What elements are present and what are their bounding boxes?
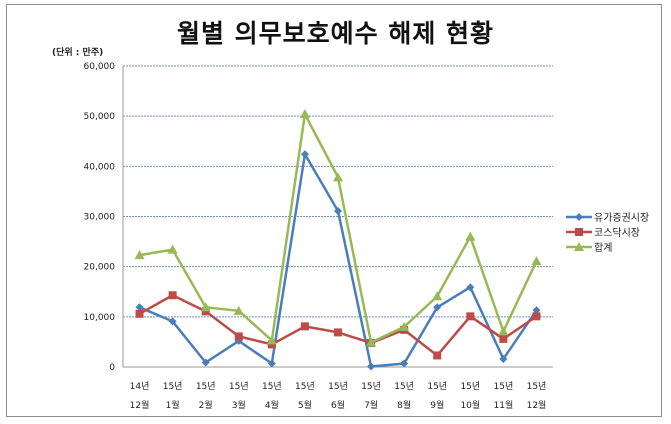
chart-title: 월별 의무보호예수 해제 현황 (176, 19, 495, 48)
diamond-marker-icon (300, 150, 309, 159)
x-tick-label: 15년 (196, 381, 216, 392)
triangle-marker-icon (266, 335, 277, 345)
diamond-marker-icon (532, 306, 541, 315)
triangle-marker-icon (531, 256, 542, 266)
x-tick-label: 2월 (199, 399, 213, 411)
series-diamond (135, 150, 541, 371)
square-marker-icon (168, 291, 177, 300)
square-marker-icon (135, 309, 144, 318)
y-tick-label: 20,000 (84, 263, 116, 273)
square-marker-icon (433, 351, 442, 360)
square-marker-icon (499, 334, 508, 343)
x-tick-label: 5월 (298, 399, 312, 411)
y-tick-label: 50,000 (84, 112, 116, 122)
triangle-marker-icon (574, 241, 584, 251)
diamond-marker-icon (575, 212, 583, 221)
square-marker-icon (532, 312, 541, 321)
triangle-marker-icon (465, 231, 476, 241)
x-tick-label: 10월 (460, 399, 480, 411)
triangle-marker-icon (299, 109, 310, 119)
diamond-marker-icon (466, 283, 475, 292)
diamond-marker-icon (499, 354, 508, 363)
diamond-marker-icon (367, 362, 376, 371)
x-tick-label: 1월 (166, 399, 180, 411)
y-tick-label: 40,000 (84, 162, 116, 172)
legend-diamond-icon (566, 212, 592, 222)
x-tick-label: 9월 (430, 399, 444, 411)
unit-label: (단위 : 만주) (52, 48, 104, 58)
x-tick-label: 15년 (262, 381, 282, 392)
diamond-marker-icon (201, 358, 210, 367)
square-marker-icon (466, 312, 475, 321)
legend-item: 코스닥시장 (566, 224, 649, 239)
square-marker-icon (234, 332, 243, 341)
chart-frame (6, 4, 662, 417)
triangle-marker-icon (167, 244, 178, 254)
x-tick-label: 15년 (494, 381, 514, 392)
diamond-marker-icon (334, 206, 342, 215)
x-tick-label: 15년 (328, 381, 348, 392)
square-marker-icon (300, 322, 309, 331)
x-tick-label: 15년 (527, 381, 547, 392)
x-tick-label: 15년 (394, 381, 414, 392)
x-tick-label: 15년 (427, 381, 447, 392)
x-tick-label: 12월 (527, 399, 547, 411)
square-marker-icon (334, 328, 342, 337)
diamond-marker-icon (400, 359, 409, 368)
x-tick-label: 11월 (494, 399, 514, 411)
x-tick-label: 15년 (229, 381, 249, 392)
legend-label: 유가증권시장 (594, 213, 650, 224)
x-tick-label: 7월 (364, 399, 378, 411)
legend-square-icon (566, 227, 592, 237)
legend-item: 합계 (566, 239, 649, 254)
square-marker-icon (575, 227, 583, 236)
x-tick-label: 3월 (232, 399, 246, 411)
x-tick-label: 12월 (130, 399, 150, 411)
y-tick-label: 0 (109, 363, 115, 373)
legend-label: 합계 (594, 243, 613, 254)
legend-label: 코스닥시장 (594, 228, 640, 239)
y-tick-label: 10,000 (84, 313, 116, 323)
diamond-marker-icon (168, 317, 177, 326)
x-tick-label: 6월 (331, 399, 345, 411)
triangle-marker-icon (498, 326, 509, 336)
triangle-marker-icon (399, 321, 410, 331)
triangle-marker-icon (134, 250, 145, 260)
square-marker-icon (267, 340, 276, 349)
triangle-marker-icon (200, 302, 211, 312)
x-tick-label: 15년 (163, 381, 183, 392)
diamond-marker-icon (433, 303, 442, 312)
triangle-marker-icon (233, 305, 244, 315)
y-tick-label: 60,000 (84, 62, 116, 72)
x-tick-label: 8월 (397, 399, 411, 411)
x-tick-label: 15년 (460, 381, 480, 392)
diamond-marker-icon (267, 359, 276, 368)
x-tick-label: 15년 (361, 381, 381, 392)
diamond-marker-icon (135, 303, 144, 312)
triangle-marker-icon (432, 291, 443, 301)
legend-triangle-icon (566, 241, 592, 252)
square-marker-icon (201, 307, 210, 316)
x-tick-label: 15년 (295, 381, 315, 392)
triangle-marker-icon (366, 337, 377, 347)
triangle-marker-icon (333, 172, 343, 182)
x-tick-label: 4월 (265, 399, 279, 411)
y-tick-label: 30,000 (84, 213, 116, 223)
series-triangle (134, 109, 542, 347)
legend-item: 유가증권시장 (566, 209, 649, 224)
x-tick-label: 14년 (130, 381, 150, 392)
